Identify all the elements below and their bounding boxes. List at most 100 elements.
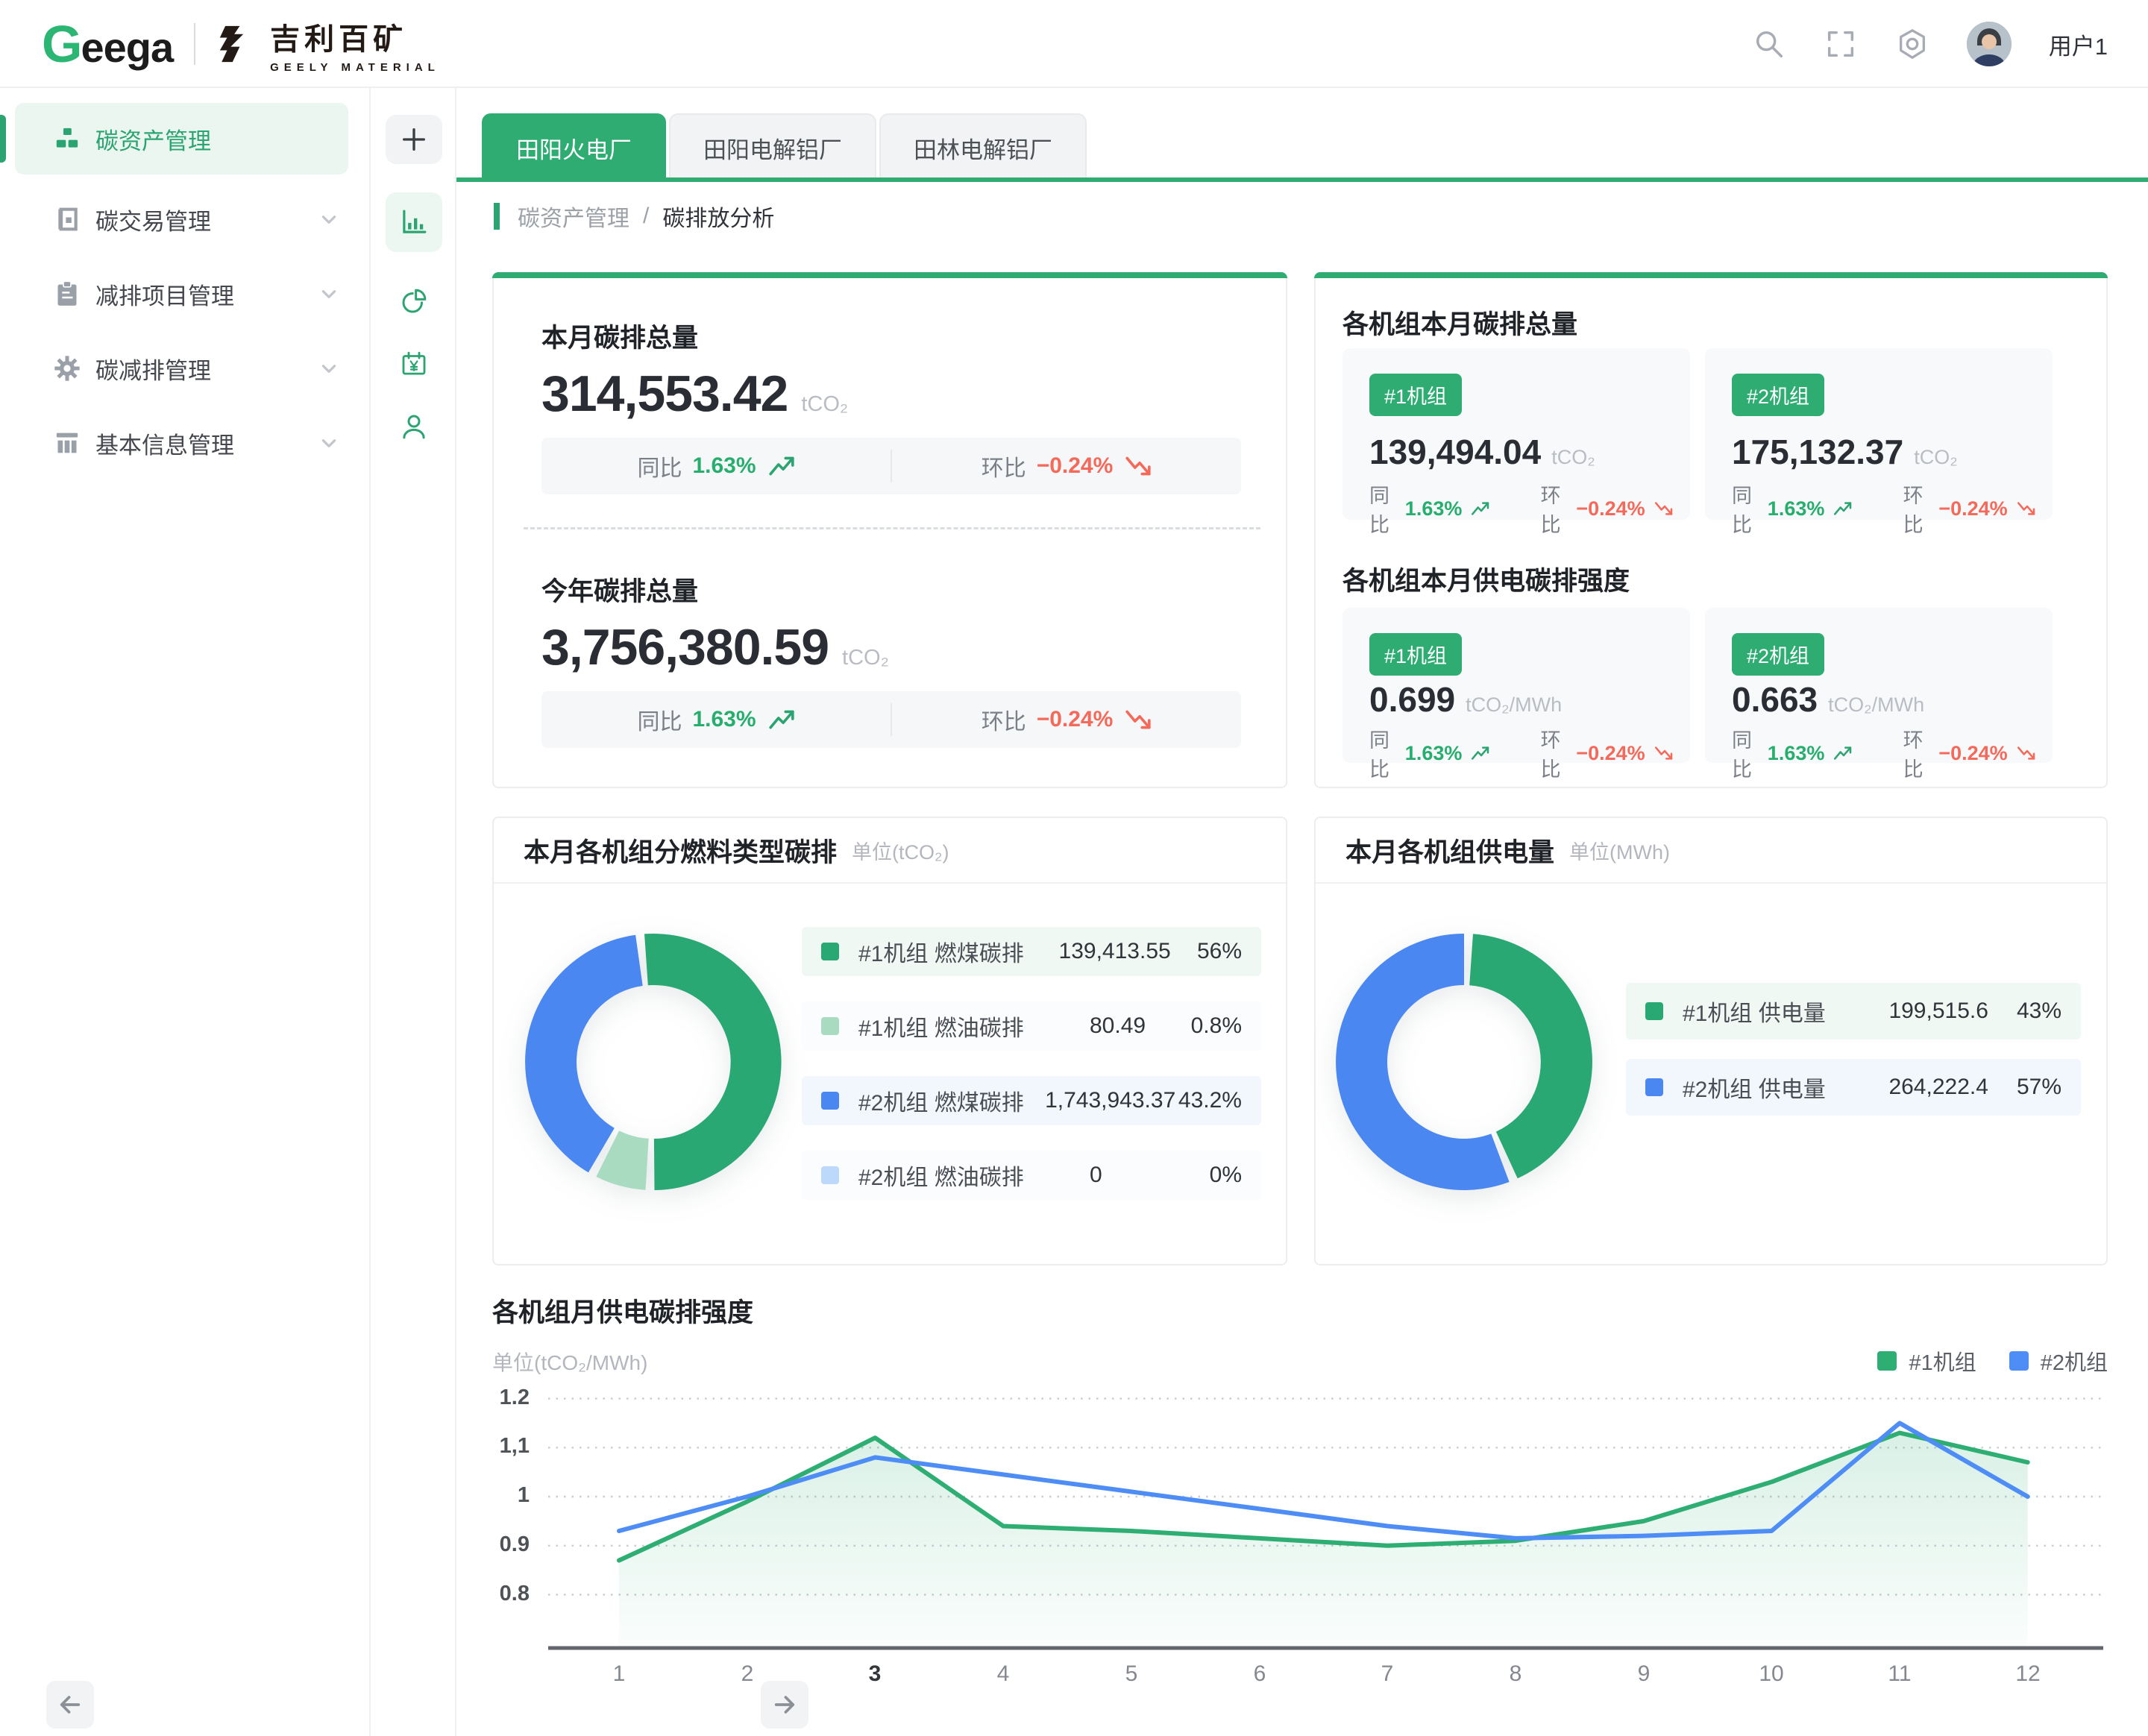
card-power-donut: 本月各机组供电量 单位(MWh) [1314,817,2108,1265]
x-tick-label: 7 [1381,1661,1394,1686]
tab-tianyang-aluminum[interactable]: 田阳电解铝厂 [669,113,876,180]
geely-material-mark [219,25,244,63]
mini-item-bar-chart[interactable] [386,192,442,252]
legend-row: #1机组 燃煤碳排 139,413.55 56% [802,927,1261,976]
unit1-intensity-subcard: #1机组 0.699 tCO₂/MWh 同比 1.63% 环比 −0.24% [1342,608,1690,781]
mom-stat: 环比 −0.24% [1541,724,1673,782]
fullscreen-icon[interactable] [1824,27,1858,61]
tab-tianyang-thermal[interactable]: 田阳火电厂 [482,113,666,180]
x-tick-label: 10 [1759,1661,1784,1686]
tab-tianlin-aluminum[interactable]: 田林电解铝厂 [879,113,1087,180]
power-donut-unit: 单位(MWh) [1569,840,1670,864]
arrow-left-icon [60,1696,81,1714]
legend-swatch [821,943,839,960]
y-tick-label: 1 [517,1483,530,1507]
gear-icon [54,356,80,381]
search-icon[interactable] [1752,27,1786,61]
x-tick-label: 1 [612,1661,626,1686]
month-total-title: 本月碳排总量 [541,324,699,353]
card-unit-emissions: 各机组本月碳排总量 #1机组 139,494.04 tCO₂ 同比 1.63% 环比… [1314,272,2108,788]
legend-row: #1机组 供电量 199,515.6 43% [1626,983,2081,1040]
unit2-intensity-subcard: #2机组 0.663 tCO₂/MWh 同比 1.63% 环比 −0.24% [1705,608,2053,781]
legend-swatch [821,1017,839,1035]
x-tick-label: 2 [741,1661,754,1686]
chevron-down-icon [321,290,336,298]
intensity-line-chart [548,1397,2103,1650]
unit-total-title: 各机组本月碳排总量 [1342,310,1578,339]
mini-sidebar [371,88,808,1736]
plant-tabs: 田阳火电厂 田阳电解铝厂 田林电解铝厂 [482,113,1087,180]
breadcrumb-parent[interactable]: 碳资产管理 [518,207,629,231]
intensity-title: 各机组本月供电碳排强度 [1342,567,1630,596]
line-legend-item[interactable]: #2机组 [2009,1345,2108,1377]
avatar[interactable] [1966,22,2012,66]
x-tick-label: 6 [1253,1661,1266,1686]
y-tick-label: 0.8 [499,1582,530,1606]
y-tick-label: 0.9 [499,1532,530,1556]
carbon-assets-icon [56,128,78,148]
year-total-title: 今年碳排总量 [541,577,699,606]
unit1-badge: #1机组 [1369,633,1463,676]
mom-stat: 环比 −0.24% [1903,724,2035,782]
y-tick-label: 1,1 [499,1434,530,1458]
sidebar-item-carbon-reduction[interactable]: 碳减排管理 [0,331,369,406]
mom-stat: 环比 −0.24% [1903,479,2035,538]
yoy-stat: 同比 1.63% [1369,479,1490,538]
user-icon [403,415,425,439]
power-donut-chart [1336,934,1592,1190]
mom-stat: 环比 −0.24% [982,703,1152,736]
legend-swatch [821,1092,839,1110]
mini-item-pie-chart[interactable] [386,271,442,331]
mini-item-billing[interactable] [386,334,442,394]
x-tick-label: 5 [1125,1661,1138,1686]
year-total-trends: 同比 1.63% 环比 −0.24% [541,691,1241,748]
yoy-stat: 同比 1.63% [1369,724,1490,782]
add-button[interactable] [386,115,442,164]
yoy-stat: 同比 1.63% [1732,724,1853,782]
x-tick-label: 3 [868,1661,882,1686]
legend-row: #2机组 燃油碳排 0 0% [802,1151,1261,1200]
x-tick-label: 9 [1637,1661,1651,1686]
mom-stat: 环比 −0.24% [982,450,1152,482]
username[interactable]: 用户1 [2048,33,2108,60]
legend-row: #2机组 燃煤碳排 1,743,943.37 43.2% [802,1076,1261,1125]
geega-g-mark: G [42,15,82,73]
power-donut-header: 本月各机组供电量 单位(MWh) [1316,818,2106,884]
fuel-donut-chart [525,934,782,1190]
carbon-trade-icon [58,207,78,231]
x-tick-label: 11 [1888,1661,1912,1686]
sidebar-item-carbon-trade[interactable]: 碳交易管理 [0,182,369,257]
sidebar-item-carbon-assets[interactable]: 碳资产管理 [0,101,369,176]
sidebar: 碳资产管理 碳交易管理 减排项目管理 [0,88,371,1736]
unit2-total-subcard: #2机组 175,132.37 tCO₂ 同比 1.63% 环比 −0.24% [1705,348,2053,536]
chevron-down-icon [321,216,336,224]
settings-gear-icon[interactable] [1895,27,1929,61]
y-tick-label: 1.2 [499,1386,530,1409]
columns-icon [56,433,78,453]
card-total-emissions: 本月碳排总量 314,553.42 tCO₂ 同比 1.63% 环比 −0.24% 今… [492,272,1287,788]
line-legend-item[interactable]: #1机组 [1877,1345,1976,1377]
sidebar-item-reduction-projects[interactable]: 减排项目管理 [0,257,369,331]
tab-underline [456,177,2148,182]
legend-row: #1机组 燃油碳排 80.49 0.8% [802,1001,1261,1051]
legend-swatch [1645,1002,1663,1020]
brand2-en: GEELY MATERIAL [270,60,440,74]
mini-item-user[interactable] [386,397,442,456]
line-chart-legend: #1机组 #2机组 [1877,1345,2108,1377]
mom-stat: 环比 −0.24% [1541,479,1673,538]
sidebar-item-basic-info[interactable]: 基本信息管理 [0,406,369,480]
month-total-trends: 同比 1.63% 环比 −0.24% [541,438,1241,494]
arrow-right-icon [774,1696,795,1714]
breadcrumb-accent-bar [494,203,500,230]
collapse-sidebar-button[interactable] [46,1681,94,1729]
x-tick-label: 12 [2015,1661,2041,1686]
breadcrumb-current: 碳排放分析 [662,207,775,231]
logo-divider [194,23,196,65]
expand-panel-button[interactable] [761,1681,808,1729]
fuel-donut-header: 本月各机组分燃料类型碳排 单位(tCO₂) [494,818,1286,884]
power-donut-title: 本月各机组供电量 [1345,837,1555,867]
legend-row: #2机组 供电量 264,222.4 57% [1626,1059,2081,1116]
